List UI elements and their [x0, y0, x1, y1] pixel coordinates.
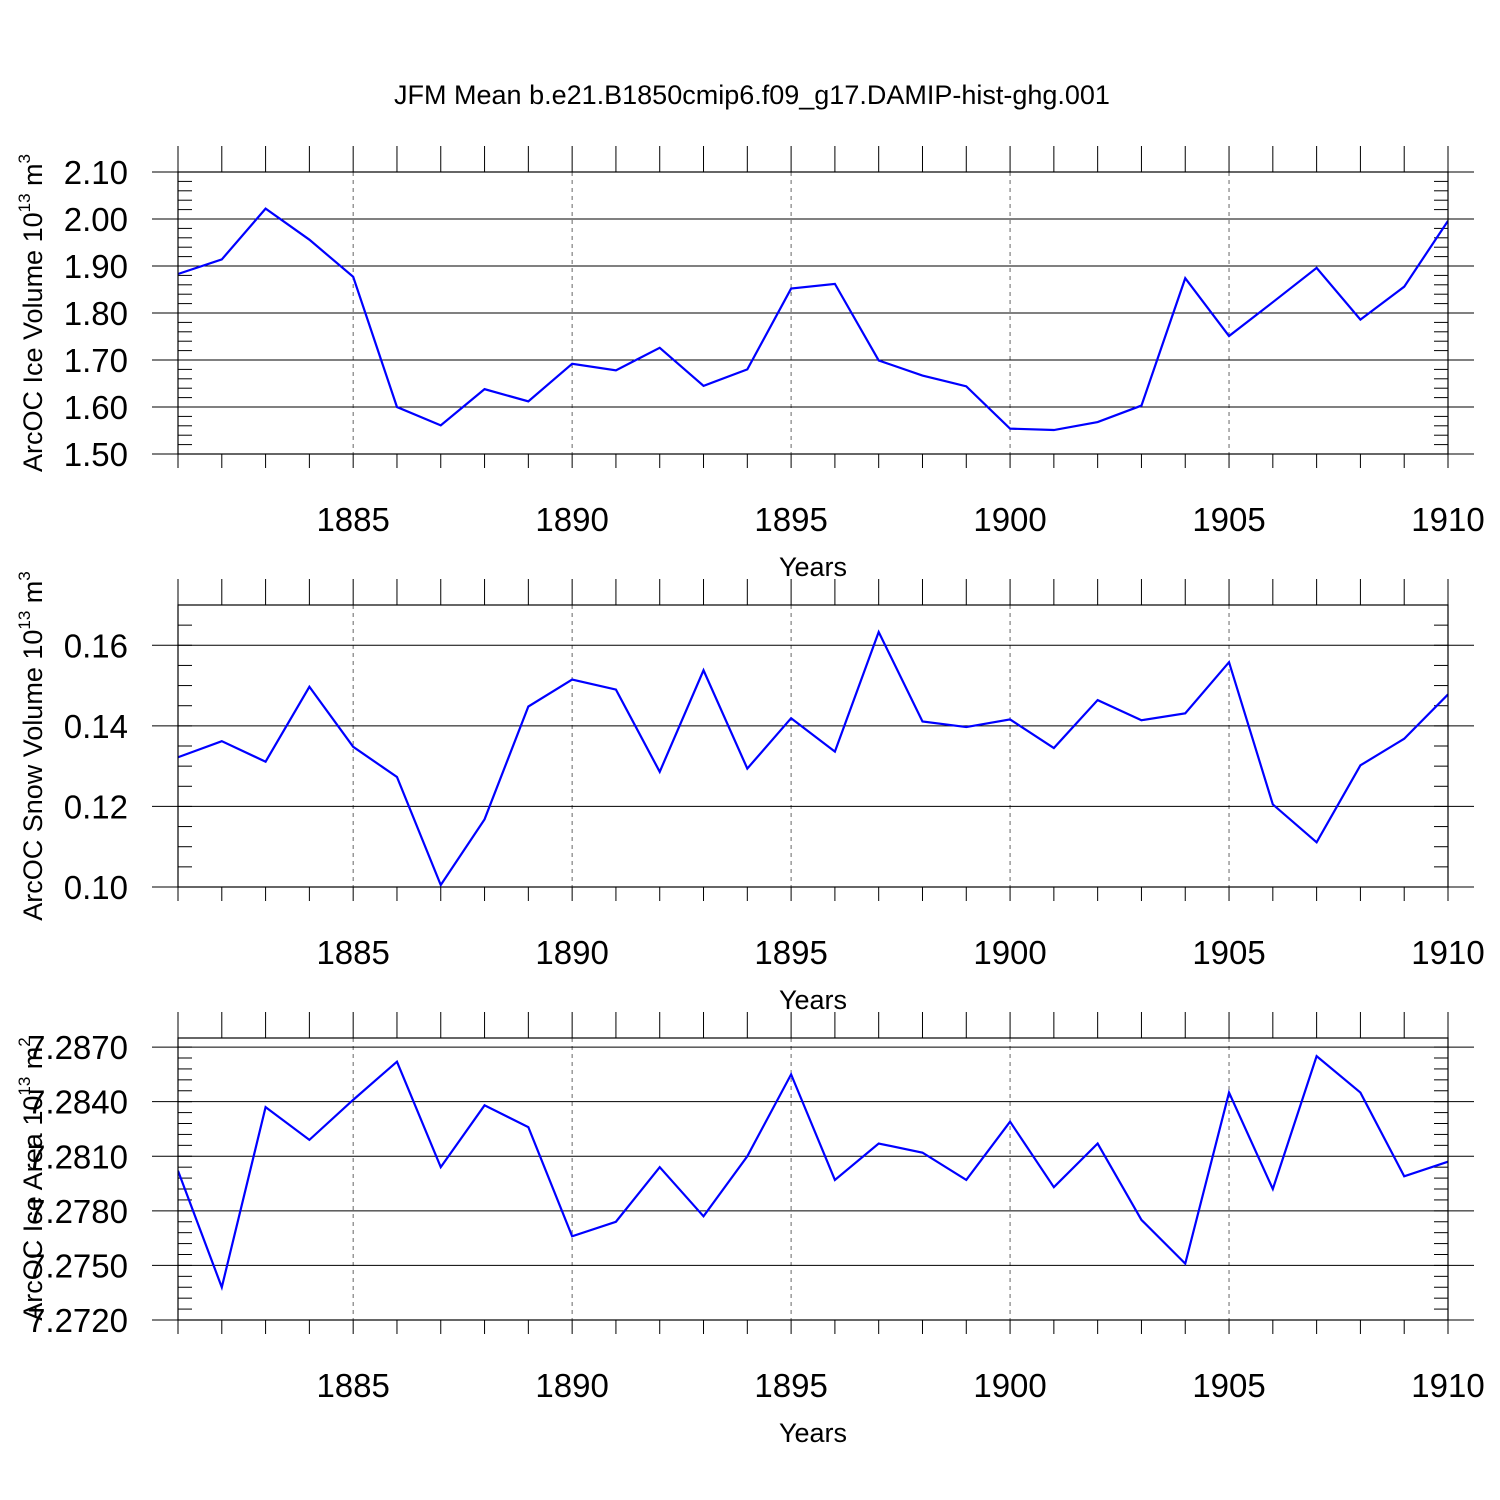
- snow-volume-yaxis-title: ArcOC Snow Volume 1013 m3: [15, 571, 48, 921]
- ice-volume-ytick-label: 1.70: [64, 342, 128, 379]
- snow-volume-xtick-label: 1895: [754, 934, 827, 971]
- ice-volume-xtick-label: 1910: [1411, 501, 1484, 538]
- ice-volume-yaxis-title-text: ArcOC Ice Volume 10: [18, 212, 48, 472]
- ice-area-yaxis-title-unit: m: [18, 1047, 48, 1077]
- ice-area-yaxis-title-exponent: 13: [15, 1077, 34, 1096]
- ice-area-xtick-label: 1905: [1192, 1367, 1265, 1404]
- ice-volume-xtick-label: 1895: [754, 501, 827, 538]
- ice-volume-xtick-label: 1905: [1192, 501, 1265, 538]
- ice-volume-xaxis-title: Years: [779, 552, 847, 582]
- ice-volume-ytick-label: 1.50: [64, 436, 128, 473]
- snow-volume-xtick-label: 1885: [316, 934, 389, 971]
- ice-volume-yaxis-title-exponent: 13: [15, 193, 34, 212]
- snow-volume-yaxis-title-unit: m: [18, 581, 48, 611]
- ice-area-ytick-label: 7.2870: [27, 1029, 128, 1066]
- snow-volume-panel: 0.16 0.14 0.12 0.10 1885 1890 1895 1900 1905 1910…: [15, 571, 1485, 1015]
- snow-volume-xtick-label: 1910: [1411, 934, 1484, 971]
- ice-area-xtick-label: 1895: [754, 1367, 827, 1404]
- ice-area-xaxis-title: Years: [779, 1418, 847, 1448]
- snow-volume-yaxis-title-text: ArcOC Snow Volume 10: [18, 630, 48, 921]
- ice-volume-yaxis-title-unit-exponent: 3: [15, 154, 34, 163]
- snow-volume-yaxis-title-unit-exponent: 3: [15, 571, 34, 580]
- snow-volume-xtick-label: 1905: [1192, 934, 1265, 971]
- ice-area-frame: [177, 1037, 1449, 1321]
- ice-area-yaxis-title-text: ArcOC Ice Area 10: [18, 1096, 48, 1321]
- ice-area-xtick-label: 1885: [316, 1367, 389, 1404]
- snow-volume-xtick-label: 1900: [973, 934, 1046, 971]
- ice-area-yaxis-title-unit-exponent: 2: [15, 1037, 34, 1046]
- chart-panels: 2.10 2.00 1.90 1.80 1.70 1.60 1.50 1885 1890 1895…: [15, 146, 1485, 1448]
- ice-area-ytick-label: 7.2780: [27, 1193, 128, 1230]
- ice-volume-xtick-label: 1885: [316, 501, 389, 538]
- ice-area-series-line: [178, 1054, 1448, 1291]
- ice-volume-yaxis-title: ArcOC Ice Volume 1013 m3: [15, 154, 48, 472]
- ice-volume-series-line: [178, 207, 1448, 432]
- snow-volume-xtick-label: 1890: [535, 934, 608, 971]
- ice-volume-ytick-label: 1.90: [64, 248, 128, 285]
- snow-volume-ytick-label: 0.12: [64, 788, 128, 825]
- snow-volume-ytick-label: 0.16: [64, 627, 128, 664]
- ice-volume-ytick-label: 2.10: [64, 154, 128, 191]
- ice-area-xtick-label: 1890: [535, 1367, 608, 1404]
- ice-area-ytick-label: 7.2750: [27, 1247, 128, 1284]
- ice-volume-panel: 2.10 2.00 1.90 1.80 1.70 1.60 1.50 1885 1890 1895…: [15, 146, 1485, 582]
- ice-volume-yaxis-title-unit: m: [18, 163, 48, 193]
- ice-volume-ytick-label: 1.80: [64, 295, 128, 332]
- ice-volume-ytick-label: 1.60: [64, 389, 128, 426]
- ice-area-ytick-label: 7.2810: [27, 1138, 128, 1175]
- ice-volume-ytick-label: 2.00: [64, 201, 128, 238]
- ice-area-xtick-label: 1900: [973, 1367, 1046, 1404]
- ice-volume-frame: [177, 171, 1449, 455]
- snow-volume-xaxis-title: Years: [779, 985, 847, 1015]
- snow-volume-ytick-label: 0.14: [64, 708, 128, 745]
- snow-volume-series-line: [178, 629, 1448, 887]
- snow-volume-yaxis-title-exponent: 13: [15, 611, 34, 630]
- figure-title: JFM Mean b.e21.B1850cmip6.f09_g17.DAMIP-…: [394, 80, 1110, 110]
- ice-volume-xtick-label: 1890: [535, 501, 608, 538]
- snow-volume-ytick-label: 0.10: [64, 869, 128, 906]
- snow-volume-frame: [177, 604, 1449, 888]
- ice-area-yaxis-title: ArcOC Ice Area 1013 m2: [15, 1037, 48, 1321]
- ice-area-xtick-label: 1910: [1411, 1367, 1484, 1404]
- ice-area-panel: 7.2870 7.2840 7.2810 7.2780 7.2750 7.2720 1885…: [15, 1012, 1485, 1448]
- ice-area-ytick-label: 7.2720: [27, 1302, 128, 1339]
- ice-area-ytick-label: 7.2840: [27, 1084, 128, 1121]
- ice-volume-xtick-label: 1900: [973, 501, 1046, 538]
